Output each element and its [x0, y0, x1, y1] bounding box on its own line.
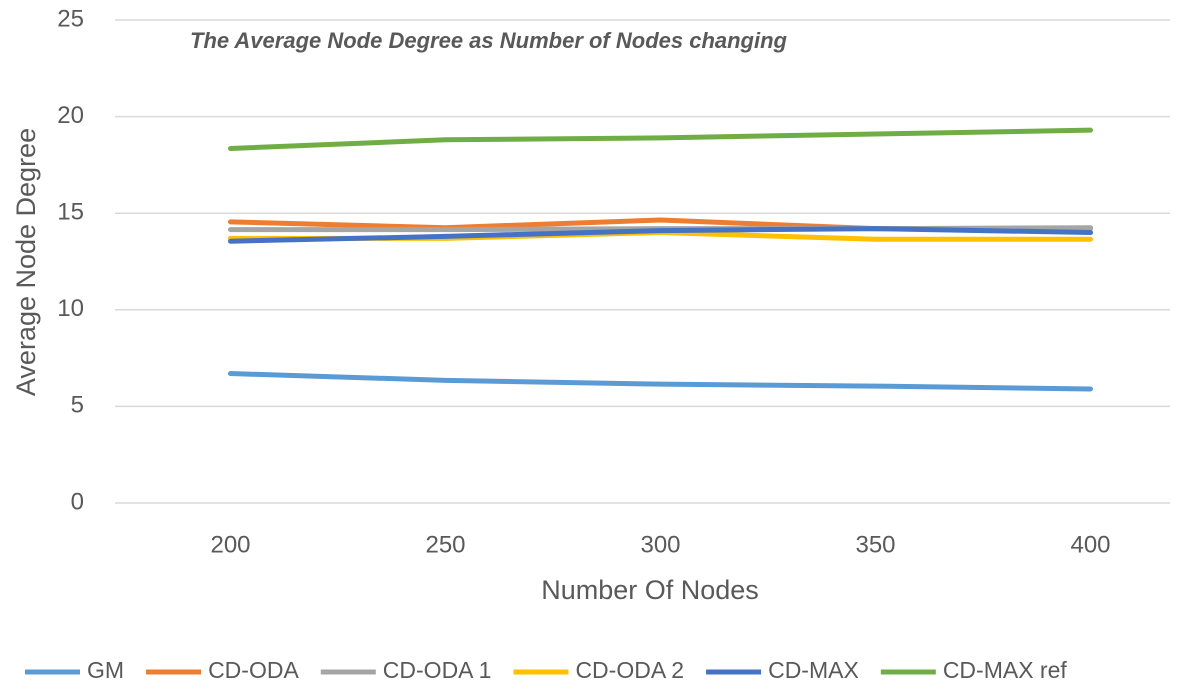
y-tick-label: 10 [57, 295, 84, 322]
y-tick-label: 15 [57, 199, 84, 226]
legend-label: CD-ODA 2 [575, 657, 684, 683]
series-line [228, 371, 1093, 392]
x-tick-label: 250 [425, 531, 465, 558]
y-tick-label: 25 [57, 5, 84, 32]
y-tick-label: 20 [57, 102, 84, 129]
legend-label: CD-MAX [768, 657, 859, 683]
series-line [228, 127, 1093, 151]
x-tick-label: 400 [1070, 531, 1110, 558]
x-axis-title: Number Of Nodes [541, 575, 759, 605]
x-tick-label: 200 [210, 531, 250, 558]
legend-label: CD-ODA [208, 657, 299, 683]
series-line [228, 226, 1093, 244]
legend-label: CD-MAX ref [943, 657, 1068, 683]
x-tick-label: 300 [640, 531, 680, 558]
y-axis-title: Average Node Degree [11, 128, 41, 396]
y-tick-label: 5 [71, 392, 84, 419]
legend-label: GM [87, 657, 124, 683]
chart-title: The Average Node Degree as Number of Nod… [190, 28, 788, 53]
x-tick-label: 350 [855, 531, 895, 558]
y-tick-label: 0 [71, 488, 84, 515]
legend-label: CD-ODA 1 [383, 657, 492, 683]
